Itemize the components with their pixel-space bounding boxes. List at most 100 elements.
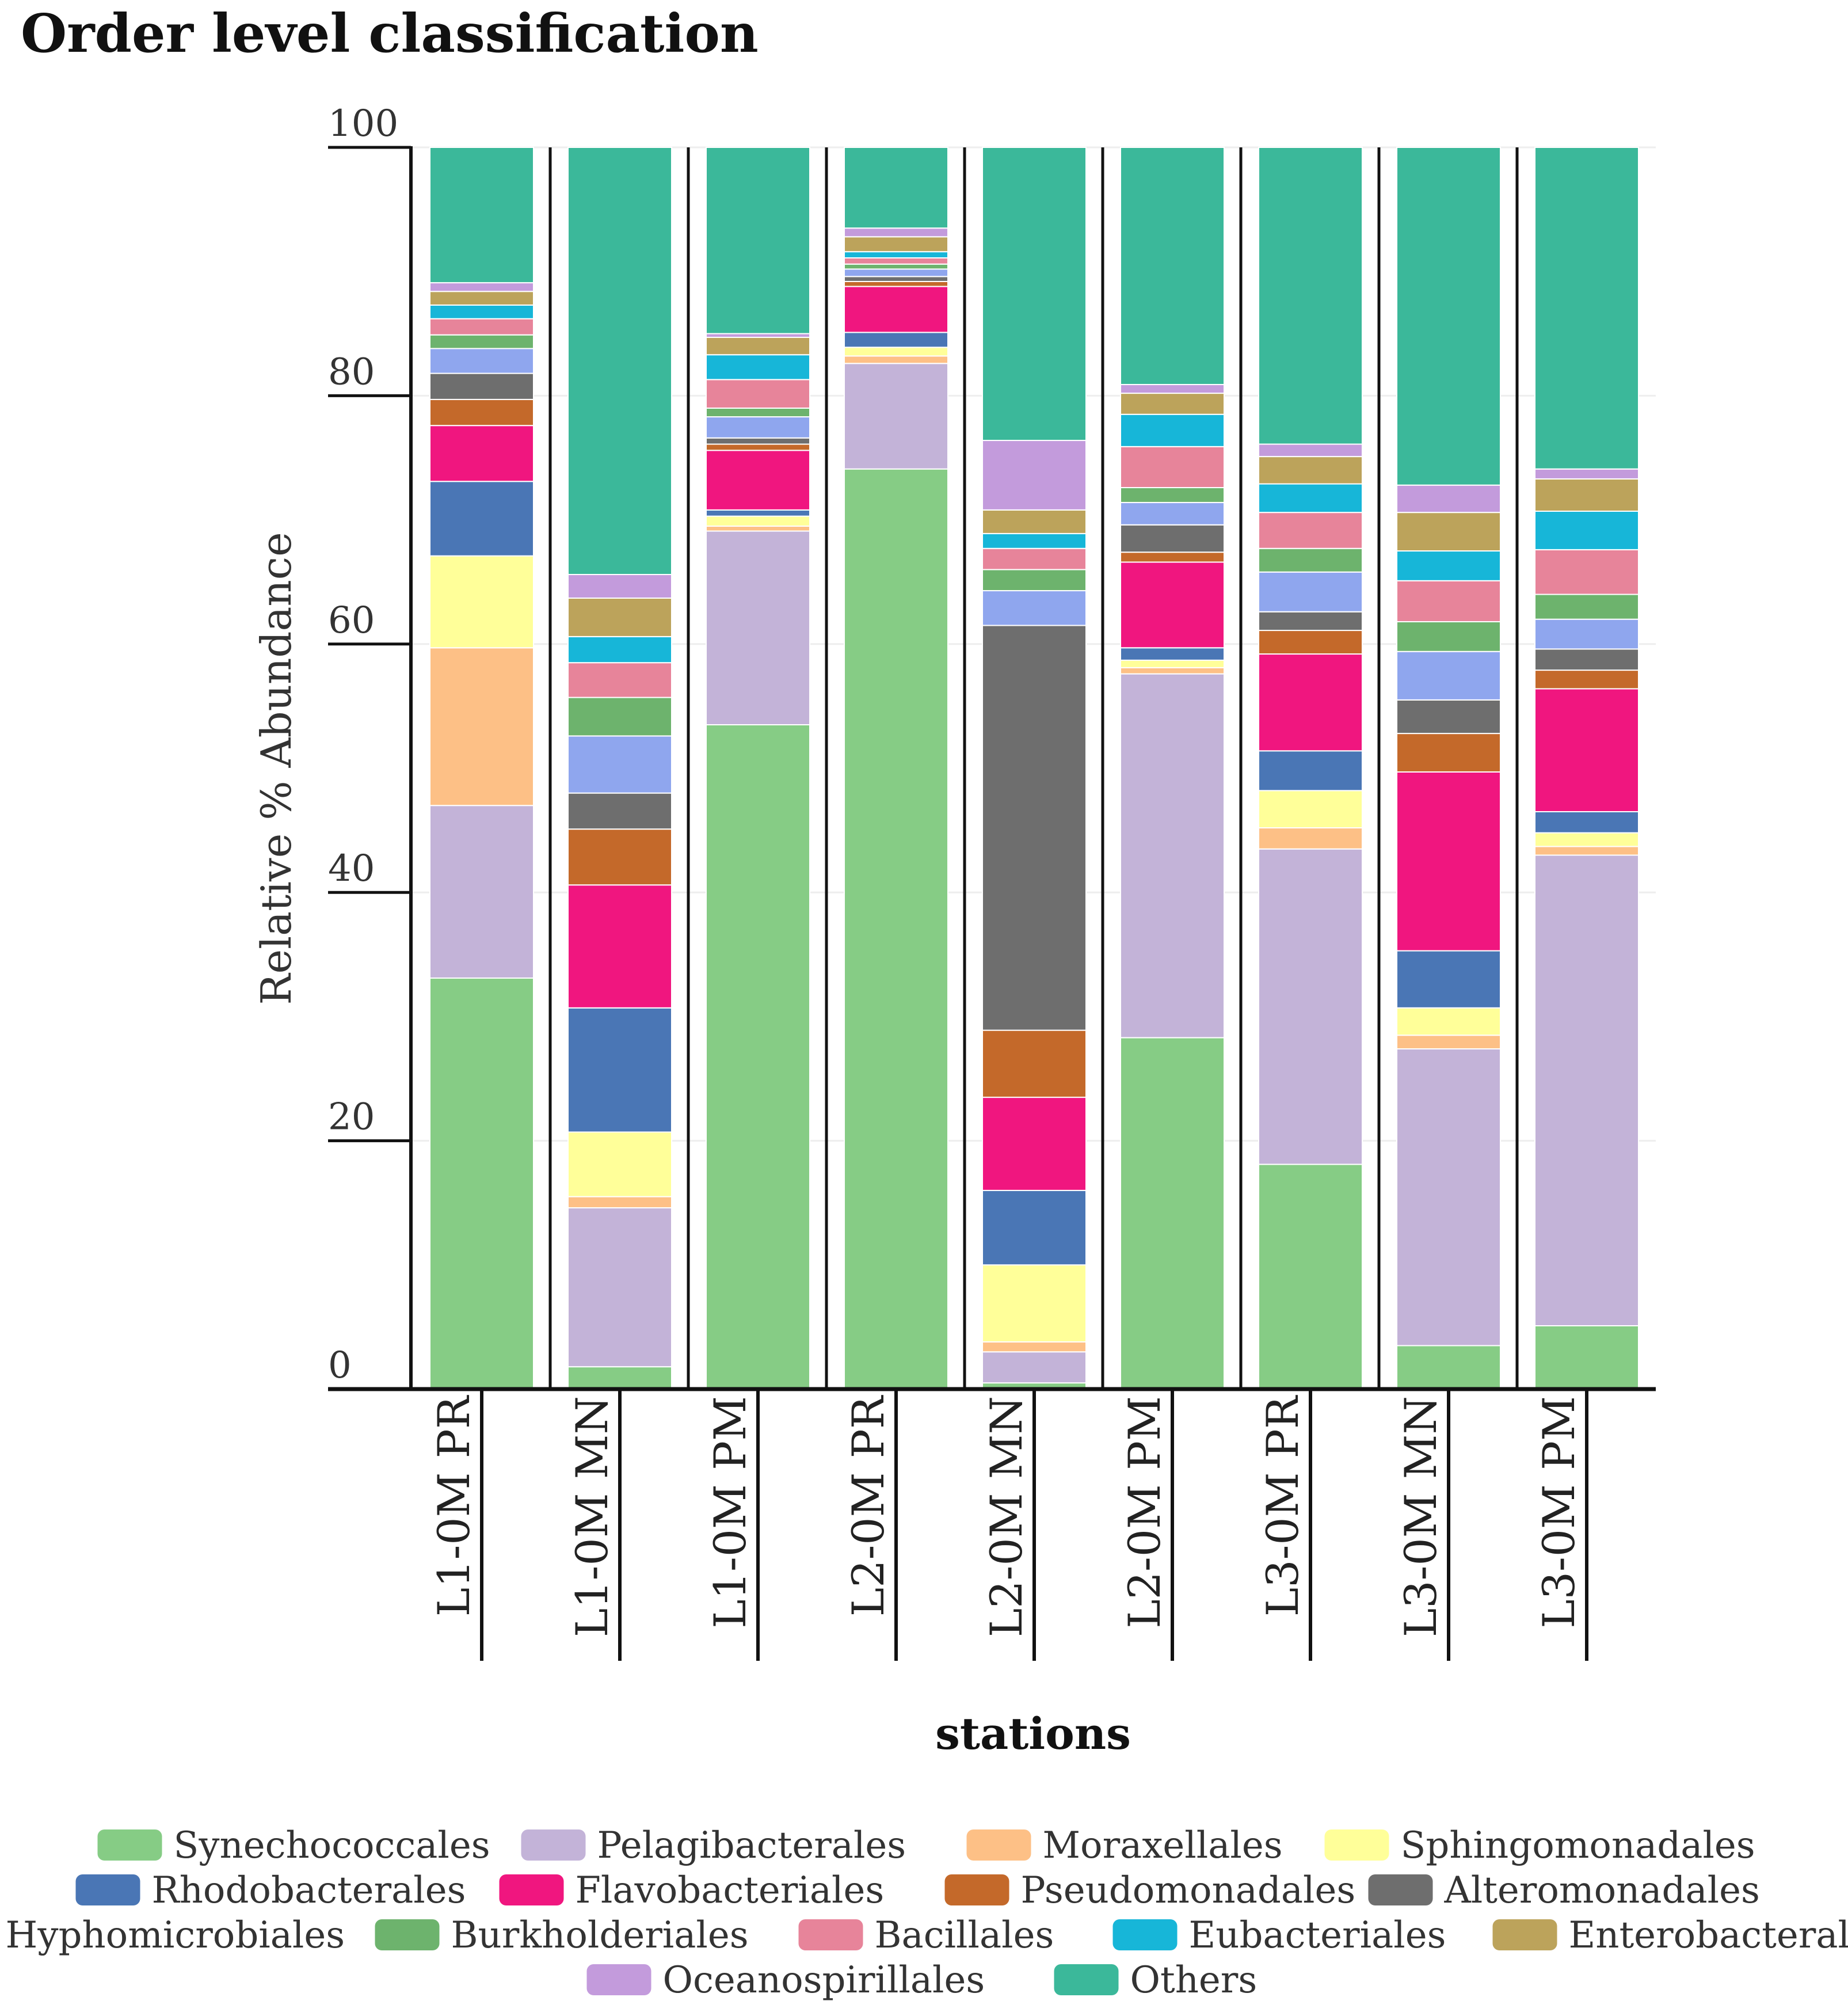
bar-segment-synechococcales-6: [1120, 1037, 1225, 1390]
bar-segment-bacillales-4: [844, 257, 948, 265]
bar-segment-burkholderiales-1: [429, 334, 534, 349]
bar-segment-alteromonadales-3: [706, 437, 810, 445]
bar-segment-flavobacteriales-4: [844, 286, 948, 333]
bar-segment-pelagibacterales-9: [1534, 854, 1639, 1326]
bar-segment-hyphomicrobiales-7: [1258, 571, 1363, 613]
bar-segment-eubacteriales-8: [1396, 550, 1501, 581]
y-tick-label: 40: [328, 847, 375, 890]
bar-segment-enterobacterales-3: [706, 337, 810, 356]
bar-segment-oceanospirillales-1: [429, 282, 534, 292]
x-tick-label: L1-0M PM: [704, 1396, 756, 1629]
bar-segment-sphingomonadales-8: [1396, 1007, 1501, 1036]
bar-segment-pelagibacterales-6: [1120, 673, 1225, 1039]
bar-segment-hyphomicrobiales-6: [1120, 501, 1225, 526]
bar-segment-alteromonadales-1: [429, 372, 534, 400]
legend-item-alteromonadales: Alteromonadales: [1368, 1869, 1760, 1912]
bar-segment-flavobacteriales-9: [1534, 688, 1639, 812]
bar-segment-burkholderiales-9: [1534, 594, 1639, 620]
bar-segment-others-5: [982, 147, 1087, 442]
bar-segment-alteromonadales-8: [1396, 699, 1501, 735]
legend-label: Oceanospirillales: [663, 1959, 985, 2002]
bar-segment-pseudomonadales-8: [1396, 733, 1501, 773]
bar-segment-sphingomonadales-1: [429, 555, 534, 649]
bar-segment-moraxellales-3: [706, 525, 810, 532]
bar-segment-pelagibacterales-4: [844, 363, 948, 470]
x-tick-label: L2-0M PM: [1119, 1396, 1170, 1629]
x-tick-label: L1-0M PR: [428, 1394, 479, 1616]
bar-segment-bacillales-7: [1258, 512, 1363, 549]
bar-segment-burkholderiales-5: [982, 569, 1087, 592]
bar-segment-flavobacteriales-2: [567, 884, 672, 1009]
bar-segment-moraxellales-2: [567, 1196, 672, 1209]
legend-label: Rhodobacterales: [152, 1869, 466, 1912]
legend-item-synechococcales: Synechococcales: [97, 1824, 490, 1867]
legend-item-burkholderiales: Burkholderiales: [375, 1914, 749, 1957]
bar-segment-pelagibacterales-1: [429, 805, 534, 979]
bar-segment-hyphomicrobiales-4: [844, 268, 948, 277]
legend-item-moraxellales: Moraxellales: [966, 1824, 1283, 1867]
bar-segment-pelagibacterales-8: [1396, 1048, 1501, 1346]
bar-segment-rhodobacterales-9: [1534, 811, 1639, 834]
legend-swatch: [521, 1829, 586, 1861]
bar-segment-others-1: [429, 147, 534, 284]
bar-segment-alteromonadales-9: [1534, 648, 1639, 671]
bar-segment-eubacteriales-9: [1534, 511, 1639, 550]
legend-item-sphingomonadales: Sphingomonadales: [1324, 1824, 1755, 1867]
bars: [429, 147, 1639, 1390]
chart-title: Order level classification: [21, 2, 759, 64]
x-tick-label: L3-0M PR: [1257, 1394, 1308, 1616]
bar-segment-bacillales-9: [1534, 549, 1639, 595]
bar-segment-alteromonadales-5: [982, 625, 1087, 1031]
bar-segment-moraxellales-1: [429, 647, 534, 807]
bar-segment-flavobacteriales-8: [1396, 771, 1501, 952]
bar-segment-bacillales-3: [706, 379, 810, 409]
bar-segment-eubacteriales-1: [429, 304, 534, 319]
legend-label: Bacillales: [875, 1914, 1054, 1957]
bar-segment-flavobacteriales-7: [1258, 653, 1363, 752]
bar-segment-oceanospirillales-5: [982, 440, 1087, 511]
bar-segment-others-2: [567, 147, 672, 576]
x-axis-ticks: L1-0M PR L1-0M MN L1-0M PM L2-0M PR L2-0M MN…: [428, 1389, 1588, 1661]
legend-item-others: Others: [1054, 1959, 1257, 2002]
bar-segment-synechococcales-1: [429, 977, 534, 1390]
y-axis-ticks: 0 20 40 60 80 100: [328, 102, 411, 1391]
legend-label: Pelagibacterales: [597, 1824, 906, 1867]
bar-segment-synechococcales-9: [1534, 1325, 1639, 1390]
bar-segment-others-9: [1534, 147, 1639, 470]
bar-segment-pelagibacterales-2: [567, 1207, 672, 1368]
bar-segment-pseudomonadales-5: [982, 1029, 1087, 1098]
legend-swatch: [586, 1964, 651, 1995]
bar-segment-moraxellales-7: [1258, 827, 1363, 850]
bar-segment-others-7: [1258, 147, 1363, 445]
bar-segment-hyphomicrobiales-5: [982, 590, 1087, 626]
bar-segment-rhodobacterales-7: [1258, 750, 1363, 792]
legend-item-pelagibacterales: Pelagibacterales: [521, 1824, 906, 1867]
legend-label: Burkholderiales: [451, 1914, 749, 1957]
bar-segment-hyphomicrobiales-9: [1534, 618, 1639, 650]
bar-segment-burkholderiales-6: [1120, 487, 1225, 503]
bar-segment-moraxellales-4: [844, 355, 948, 364]
x-tick-label: L3-0M MN: [1395, 1396, 1446, 1637]
bar-segment-eubacteriales-5: [982, 532, 1087, 549]
bar-segment-pseudomonadales-4: [844, 280, 948, 287]
bar-segment-synechococcales-4: [844, 468, 948, 1390]
x-tick-label: L1-0M MN: [566, 1396, 618, 1637]
legend-label: Eubacteriales: [1189, 1914, 1446, 1957]
legend-swatch: [1054, 1964, 1119, 1995]
bar-segment-eubacteriales-3: [706, 354, 810, 381]
bar-segment-flavobacteriales-5: [982, 1097, 1087, 1191]
bar-segment-enterobacterales-4: [844, 236, 948, 253]
legend-item-pseudomonadales: Pseudomonadales: [944, 1869, 1355, 1912]
bar-segment-burkholderiales-2: [567, 697, 672, 737]
bar-segment-burkholderiales-4: [844, 263, 948, 270]
bar-segment-oceanospirillales-7: [1258, 443, 1363, 458]
legend-item-hyphomicrobiales: Hyphomicrobiales: [6, 1914, 345, 1957]
bar-segment-enterobacterales-9: [1534, 478, 1639, 512]
bar-segment-oceanospirillales-6: [1120, 383, 1225, 394]
bar-segment-enterobacterales-1: [429, 291, 534, 306]
legend-item-oceanospirillales: Oceanospirillales: [586, 1959, 985, 2002]
bar-segment-hyphomicrobiales-3: [706, 416, 810, 439]
bar-segment-others-3: [706, 147, 810, 334]
bar-segment-flavobacteriales-3: [706, 450, 810, 511]
bar-segment-moraxellales-5: [982, 1341, 1087, 1353]
